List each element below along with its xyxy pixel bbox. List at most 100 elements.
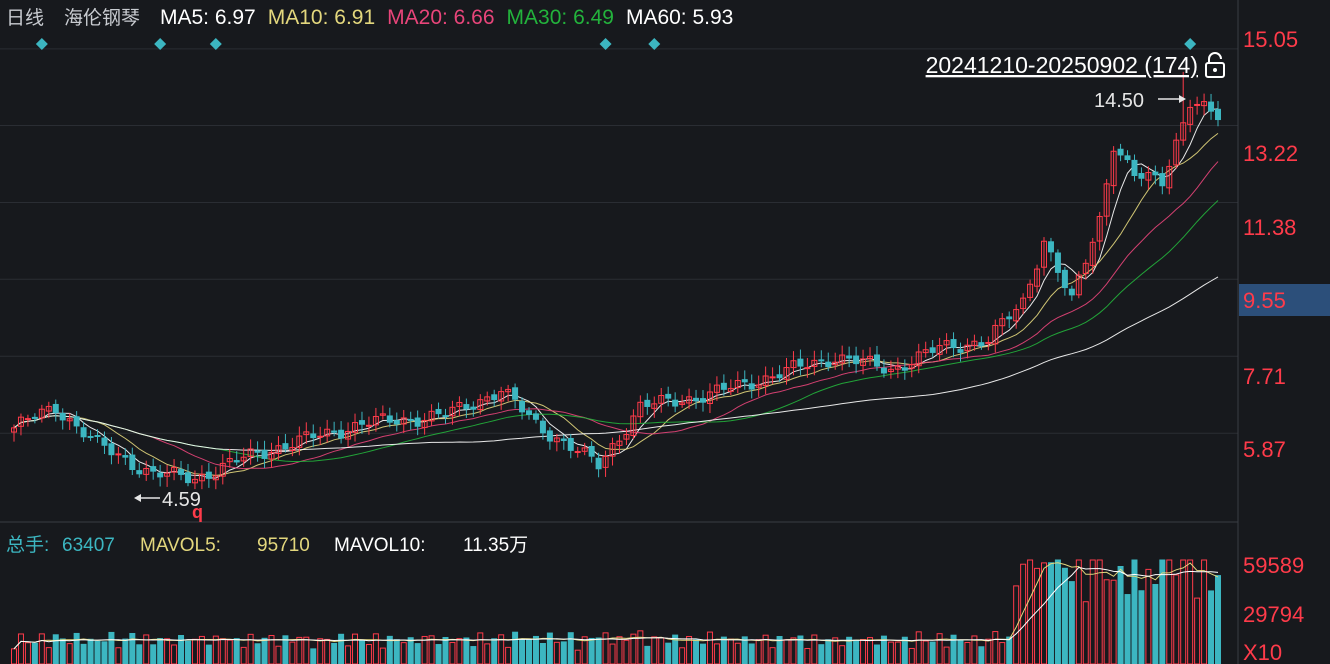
candle-down: [184, 472, 191, 484]
candle-down: [532, 413, 539, 420]
candle-up: [581, 447, 588, 452]
candle-up: [191, 478, 198, 484]
candle-down: [588, 446, 595, 457]
volume-bar: [233, 638, 240, 664]
candle-up: [553, 437, 560, 443]
volume-bar: [108, 631, 115, 664]
volume-bar: [1138, 590, 1145, 664]
candle-up: [630, 415, 637, 437]
volume-bar: [198, 635, 205, 664]
volume-bar: [143, 634, 150, 664]
candle-up: [783, 367, 790, 380]
volume-bar: [832, 637, 839, 664]
candle-up: [887, 368, 894, 373]
candle-down: [873, 354, 880, 367]
candle-up: [428, 410, 435, 422]
candle-down: [31, 416, 38, 419]
volume-bar: [1187, 559, 1194, 664]
range-label[interactable]: 20241210-20250902 (174): [926, 52, 1198, 78]
candle-down: [358, 420, 365, 425]
candle-down: [87, 435, 94, 438]
candle-down: [73, 416, 80, 427]
volume-bar: [101, 641, 108, 664]
volume-bar: [470, 646, 477, 664]
candle-up: [811, 359, 818, 367]
volume-bar: [539, 643, 546, 664]
lock-icon[interactable]: [1205, 52, 1225, 78]
volume-bar: [602, 632, 609, 664]
candle-down: [94, 435, 101, 438]
volume-bar: [873, 644, 880, 664]
candle-up: [839, 354, 846, 364]
candle-up: [1194, 103, 1201, 106]
volume-bars: [11, 559, 1221, 664]
candle-up: [477, 399, 484, 411]
candle-down: [929, 347, 936, 353]
volume-bar: [567, 632, 574, 664]
volume-bar: [365, 643, 372, 664]
volume-bar: [929, 641, 936, 664]
ma-legend-item: MA5: 6.97: [160, 6, 256, 29]
volume-ma-lines: [13, 562, 1219, 650]
candle-up: [832, 361, 839, 366]
candle-down: [129, 454, 136, 470]
candle-down: [1124, 155, 1131, 161]
candle-up: [999, 318, 1006, 327]
volume-bar: [922, 640, 929, 664]
volume-bar: [1082, 601, 1089, 664]
volume-bar: [512, 631, 519, 664]
candle-up: [400, 417, 407, 425]
candle-up: [352, 422, 359, 433]
candle-down: [693, 397, 700, 402]
volume-bar: [164, 638, 171, 664]
volume-bar: [338, 633, 345, 664]
ma-legend-item: MA60: 5.93: [626, 6, 733, 29]
volume-bar: [1027, 559, 1034, 664]
candle-up: [212, 475, 219, 481]
candle-up: [658, 395, 665, 404]
price-axis: 15.05 13.22 11.38 9.55 7.71 5.87: [1243, 27, 1298, 462]
volume-bar: [87, 638, 94, 664]
volume-bar: [1131, 559, 1138, 664]
volume-bar: [345, 645, 352, 664]
signal-marker: [1184, 38, 1197, 50]
candle-down: [825, 361, 832, 368]
volume-bar: [679, 647, 686, 664]
candle-down: [261, 449, 268, 459]
volume-tick: 29794: [1243, 602, 1304, 627]
candle-down: [338, 429, 345, 439]
volume-bar: [275, 645, 282, 664]
candle-up: [1075, 274, 1082, 296]
candle-up: [943, 340, 950, 346]
mavol5-line: [13, 562, 1219, 650]
candle-down: [1047, 241, 1054, 253]
candle-up: [1103, 183, 1110, 217]
signal-markers: [35, 38, 1197, 50]
candle-down: [435, 408, 442, 415]
volume-bar: [491, 638, 498, 664]
volume-bar: [157, 638, 164, 664]
ma-legend-item: MA20: 6.66: [387, 6, 494, 29]
volume-bar: [623, 639, 630, 664]
volume-bar: [846, 636, 853, 664]
volume-bar: [665, 642, 672, 664]
volume-bar: [122, 638, 129, 664]
volume-bar: [191, 638, 198, 664]
stock-name: 海伦钢琴: [64, 7, 140, 29]
volume-bar: [1047, 562, 1054, 664]
volume-bar: [247, 633, 254, 664]
volume-bar: [477, 632, 484, 664]
candle-up: [275, 445, 282, 455]
volume-bar: [59, 638, 66, 664]
volume-bar: [1208, 590, 1215, 664]
candle-up: [1096, 216, 1103, 242]
candle-down: [331, 430, 338, 433]
volume-bar: [915, 631, 922, 664]
volume-bar: [296, 636, 303, 664]
signal-marker: [35, 38, 48, 50]
volume-bar: [94, 640, 101, 664]
candle-up: [498, 391, 505, 402]
volume-bar: [449, 642, 456, 664]
candle-down: [957, 349, 964, 353]
